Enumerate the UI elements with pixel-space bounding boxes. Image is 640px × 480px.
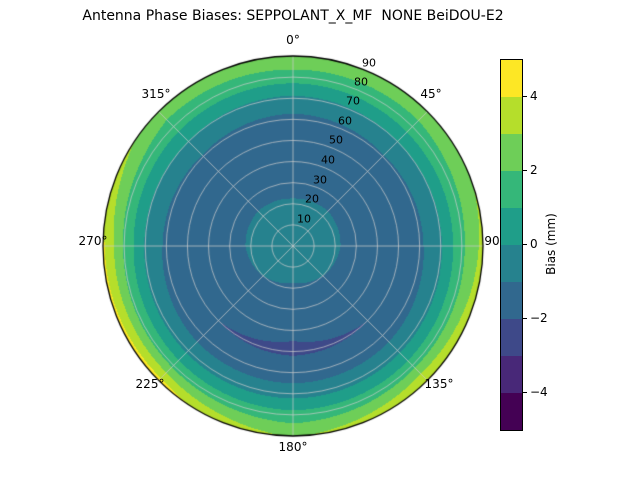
- colorbar-tick-label: 2: [530, 163, 538, 177]
- theta-tick-label-45: 45°: [420, 87, 442, 101]
- colorbar-tick-label: −2: [530, 311, 548, 325]
- colorbar-tick-mark: [522, 244, 527, 245]
- theta-tick-label-180: 180°: [278, 440, 308, 454]
- colorbar-tick-label: 4: [530, 89, 538, 103]
- colorbar-segment: [501, 208, 522, 245]
- theta-tick-label-225: 225°: [135, 377, 165, 391]
- radial-tick-label-80: 80: [354, 75, 368, 89]
- radial-tick-label-70: 70: [346, 94, 360, 108]
- theta-tick-label-135: 135°: [424, 377, 454, 391]
- colorbar-segment: [501, 171, 522, 208]
- colorbar-tick-label: 0: [530, 237, 538, 251]
- radial-tick-label-10: 10: [297, 212, 311, 226]
- colorbar-segment: [501, 134, 522, 171]
- theta-tick-label-90: 90: [484, 234, 500, 248]
- theta-tick-label-0: 0°: [286, 33, 300, 47]
- colorbar-tick-label: −4: [530, 385, 548, 399]
- colorbar: [500, 59, 523, 431]
- radial-tick-label-20: 20: [305, 192, 319, 206]
- theta-tick-label-270: 270°: [78, 234, 108, 248]
- radial-tick-label-40: 40: [321, 153, 335, 167]
- chart-title: Antenna Phase Biases: SEPPOLANT_X_MF NON…: [82, 8, 504, 24]
- radial-tick-label-50: 50: [329, 133, 343, 147]
- radial-tick-label-30: 30: [313, 173, 327, 187]
- colorbar-segment: [501, 393, 522, 430]
- colorbar-segment: [501, 60, 522, 97]
- colorbar-segment: [501, 319, 522, 356]
- radial-tick-label-60: 60: [338, 114, 352, 128]
- colorbar-tick-mark: [522, 392, 527, 393]
- colorbar-axis-label: Bias (mm): [544, 213, 558, 275]
- colorbar-segment: [501, 245, 522, 282]
- colorbar-segment: [501, 282, 522, 319]
- colorbar-tick-mark: [522, 96, 527, 97]
- colorbar-tick-mark: [522, 318, 527, 319]
- theta-tick-label-315: 315°: [141, 87, 171, 101]
- radial-tick-label-90: 90: [362, 56, 376, 70]
- colorbar-segment: [501, 356, 522, 393]
- colorbar-segment: [501, 97, 522, 134]
- colorbar-tick-mark: [522, 170, 527, 171]
